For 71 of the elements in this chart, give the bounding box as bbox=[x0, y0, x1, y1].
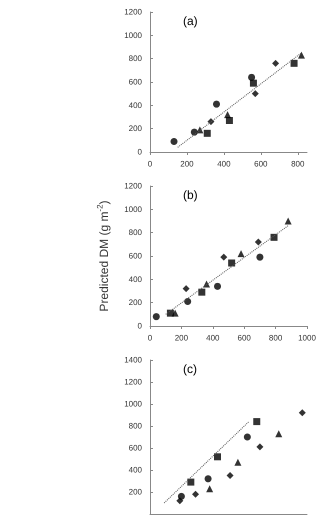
point bbox=[254, 238, 262, 246]
point bbox=[172, 310, 179, 317]
point bbox=[220, 254, 228, 261]
y-tick-label: 1000 bbox=[124, 30, 143, 40]
y-tick-label: 1000 bbox=[124, 400, 143, 408]
y-tick-label: 0 bbox=[138, 148, 143, 156]
point bbox=[152, 313, 160, 320]
y-tick-label: 200 bbox=[128, 124, 143, 134]
x-tick-label: 1000 bbox=[298, 334, 316, 342]
point bbox=[213, 100, 220, 108]
point bbox=[284, 218, 292, 224]
y-tick-label: 400 bbox=[128, 100, 143, 110]
point bbox=[244, 434, 251, 440]
x-tick-label: 200 bbox=[174, 334, 189, 342]
y-tick-label: 1200 bbox=[124, 378, 143, 386]
point bbox=[204, 130, 211, 137]
point bbox=[253, 418, 260, 426]
point bbox=[228, 260, 236, 266]
point bbox=[290, 60, 298, 67]
point bbox=[256, 443, 264, 450]
x-tick-label: 0 bbox=[148, 160, 153, 168]
y-tick-label: 400 bbox=[128, 274, 143, 284]
point bbox=[214, 282, 222, 290]
y-tick-label: 400 bbox=[128, 466, 143, 474]
y-tick-label: 800 bbox=[128, 228, 143, 238]
y-tick-label: 200 bbox=[128, 488, 143, 496]
point bbox=[176, 497, 184, 504]
point bbox=[226, 117, 233, 124]
x-tick-label: 800 bbox=[291, 160, 305, 168]
chart-title: (b) bbox=[183, 188, 198, 202]
point bbox=[298, 409, 306, 416]
point bbox=[184, 298, 192, 305]
point bbox=[252, 90, 259, 98]
y-tick-label: 600 bbox=[128, 444, 143, 452]
y-tick-label: 1200 bbox=[124, 182, 143, 190]
y-tick-label: 600 bbox=[128, 252, 143, 260]
point bbox=[238, 250, 245, 258]
x-tick-label: 400 bbox=[217, 160, 232, 168]
x-tick-label: 0 bbox=[148, 334, 153, 342]
point bbox=[187, 478, 194, 486]
x-tick-label: 400 bbox=[206, 334, 220, 342]
y-tick-label: 200 bbox=[128, 298, 143, 308]
y-tick-label: 800 bbox=[128, 54, 143, 64]
y-tick-label: 1000 bbox=[124, 204, 143, 214]
y-tick-label: 800 bbox=[128, 422, 143, 430]
point bbox=[214, 453, 222, 460]
x-tick-label: 800 bbox=[268, 334, 283, 342]
point bbox=[234, 458, 242, 466]
point bbox=[256, 254, 264, 261]
y-axis-title: Predicted DM (g m-2) bbox=[96, 200, 111, 312]
x-tick-label: 600 bbox=[254, 160, 268, 168]
point bbox=[206, 485, 214, 492]
point bbox=[204, 475, 212, 482]
y-tick-label: 600 bbox=[128, 78, 143, 86]
point bbox=[198, 288, 206, 296]
point bbox=[270, 234, 278, 241]
x-tick-label: 200 bbox=[180, 160, 194, 168]
y-tick-label: 0 bbox=[138, 322, 143, 330]
point bbox=[182, 285, 190, 292]
x-tick-label: 600 bbox=[238, 334, 252, 342]
point bbox=[192, 490, 200, 498]
point bbox=[298, 52, 305, 59]
chart-title: (c) bbox=[183, 362, 197, 376]
chart-title: (a) bbox=[183, 14, 198, 28]
point bbox=[250, 80, 257, 87]
point bbox=[272, 60, 280, 67]
y-tick-label: 1400 bbox=[124, 356, 143, 364]
point bbox=[275, 430, 282, 438]
point bbox=[226, 472, 234, 479]
y-tick-label: 1200 bbox=[124, 8, 143, 16]
point bbox=[170, 138, 178, 145]
